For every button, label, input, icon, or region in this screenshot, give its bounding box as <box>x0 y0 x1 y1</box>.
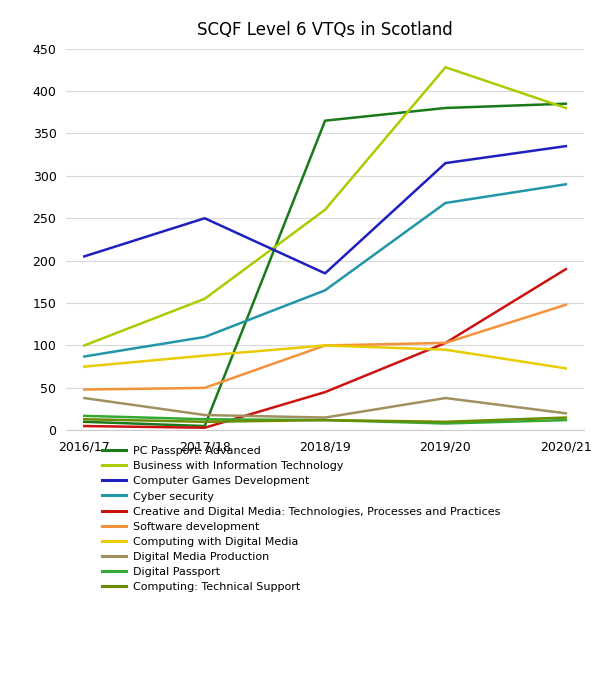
Line: Cyber security: Cyber security <box>84 185 566 357</box>
PC Passport: Advanced: (2, 365): Advanced: (2, 365) <box>321 117 329 125</box>
Digital Passport <box>81 412 88 420</box>
Line: Business with Information Technology: Business with Information Technology <box>84 67 566 346</box>
Computer Games Development <box>442 159 449 167</box>
Business with Information Technology <box>81 341 88 350</box>
Line: Computing with Digital Media: Computing with Digital Media <box>84 346 566 369</box>
PC Passport: Advanced: (4, 385): Advanced: (4, 385) <box>562 99 569 108</box>
Business with Information Technology <box>442 63 449 71</box>
Line: Digital Passport: Digital Passport <box>84 416 566 423</box>
Business with Information Technology <box>201 295 208 303</box>
Line: Computing: Technical Support: Computing: Technical Support <box>84 418 566 422</box>
Digital Media Production <box>201 411 208 419</box>
PC Passport: Advanced: (3, 380): Advanced: (3, 380) <box>442 104 449 112</box>
Line: Creative and Digital Media: Technologies, Processes and Practices: Creative and Digital Media: Technologies… <box>84 269 566 428</box>
Software development <box>201 384 208 392</box>
Digital Media Production <box>321 414 329 422</box>
Computer Games Development <box>321 269 329 278</box>
Line: Digital Media Production: Digital Media Production <box>84 398 566 418</box>
Creative and Digital Media: Technologies, Processes and Practices: (2, 45): Technologies, Processes and Practices: (… <box>321 388 329 396</box>
Creative and Digital Media: Technologies, Processes and Practices: (4, 190): Technologies, Processes and Practices: (… <box>562 265 569 273</box>
Computing: Technical Support: (3, 10): Technical Support: (3, 10) <box>442 418 449 426</box>
Computing with Digital Media <box>201 351 208 359</box>
Computing: Technical Support: (0, 13): Technical Support: (0, 13) <box>81 415 88 423</box>
Creative and Digital Media: Technologies, Processes and Practices: (3, 103): Technologies, Processes and Practices: (… <box>442 339 449 347</box>
Cyber security <box>81 353 88 361</box>
Cyber security <box>321 286 329 294</box>
Business with Information Technology <box>321 205 329 214</box>
Computing: Technical Support: (1, 10): Technical Support: (1, 10) <box>201 418 208 426</box>
Legend: PC Passport: Advanced, Business with Information Technology, Computer Games Deve: PC Passport: Advanced, Business with Inf… <box>98 443 504 595</box>
Line: Software development: Software development <box>84 305 566 389</box>
Software development <box>81 385 88 393</box>
Digital Media Production <box>81 394 88 403</box>
Computing with Digital Media <box>442 346 449 354</box>
Software development <box>442 339 449 347</box>
Computing with Digital Media <box>562 364 569 373</box>
Computing with Digital Media <box>81 362 88 371</box>
Digital Media Production <box>562 409 569 418</box>
Computing with Digital Media <box>321 341 329 350</box>
Computing: Technical Support: (4, 15): Technical Support: (4, 15) <box>562 414 569 422</box>
Creative and Digital Media: Technologies, Processes and Practices: (0, 5): Technologies, Processes and Practices: (… <box>81 422 88 430</box>
Digital Passport <box>321 416 329 424</box>
Line: PC Passport: Advanced: PC Passport: Advanced <box>84 103 566 426</box>
Software development <box>562 301 569 309</box>
Software development <box>321 341 329 350</box>
Creative and Digital Media: Technologies, Processes and Practices: (1, 3): Technologies, Processes and Practices: (… <box>201 423 208 432</box>
Cyber security <box>442 198 449 207</box>
Digital Passport <box>442 419 449 428</box>
PC Passport: Advanced: (0, 10): Advanced: (0, 10) <box>81 418 88 426</box>
Computer Games Development <box>81 252 88 260</box>
Computer Games Development <box>201 214 208 222</box>
Computer Games Development <box>562 142 569 151</box>
Line: Computer Games Development: Computer Games Development <box>84 146 566 273</box>
PC Passport: Advanced: (1, 5): Advanced: (1, 5) <box>201 422 208 430</box>
Digital Passport <box>562 416 569 424</box>
Digital Passport <box>201 415 208 423</box>
Cyber security <box>562 180 569 189</box>
Business with Information Technology <box>562 104 569 112</box>
Cyber security <box>201 333 208 341</box>
Computing: Technical Support: (2, 12): Technical Support: (2, 12) <box>321 416 329 424</box>
Title: SCQF Level 6 VTQs in Scotland: SCQF Level 6 VTQs in Scotland <box>197 21 453 39</box>
Digital Media Production <box>442 394 449 403</box>
